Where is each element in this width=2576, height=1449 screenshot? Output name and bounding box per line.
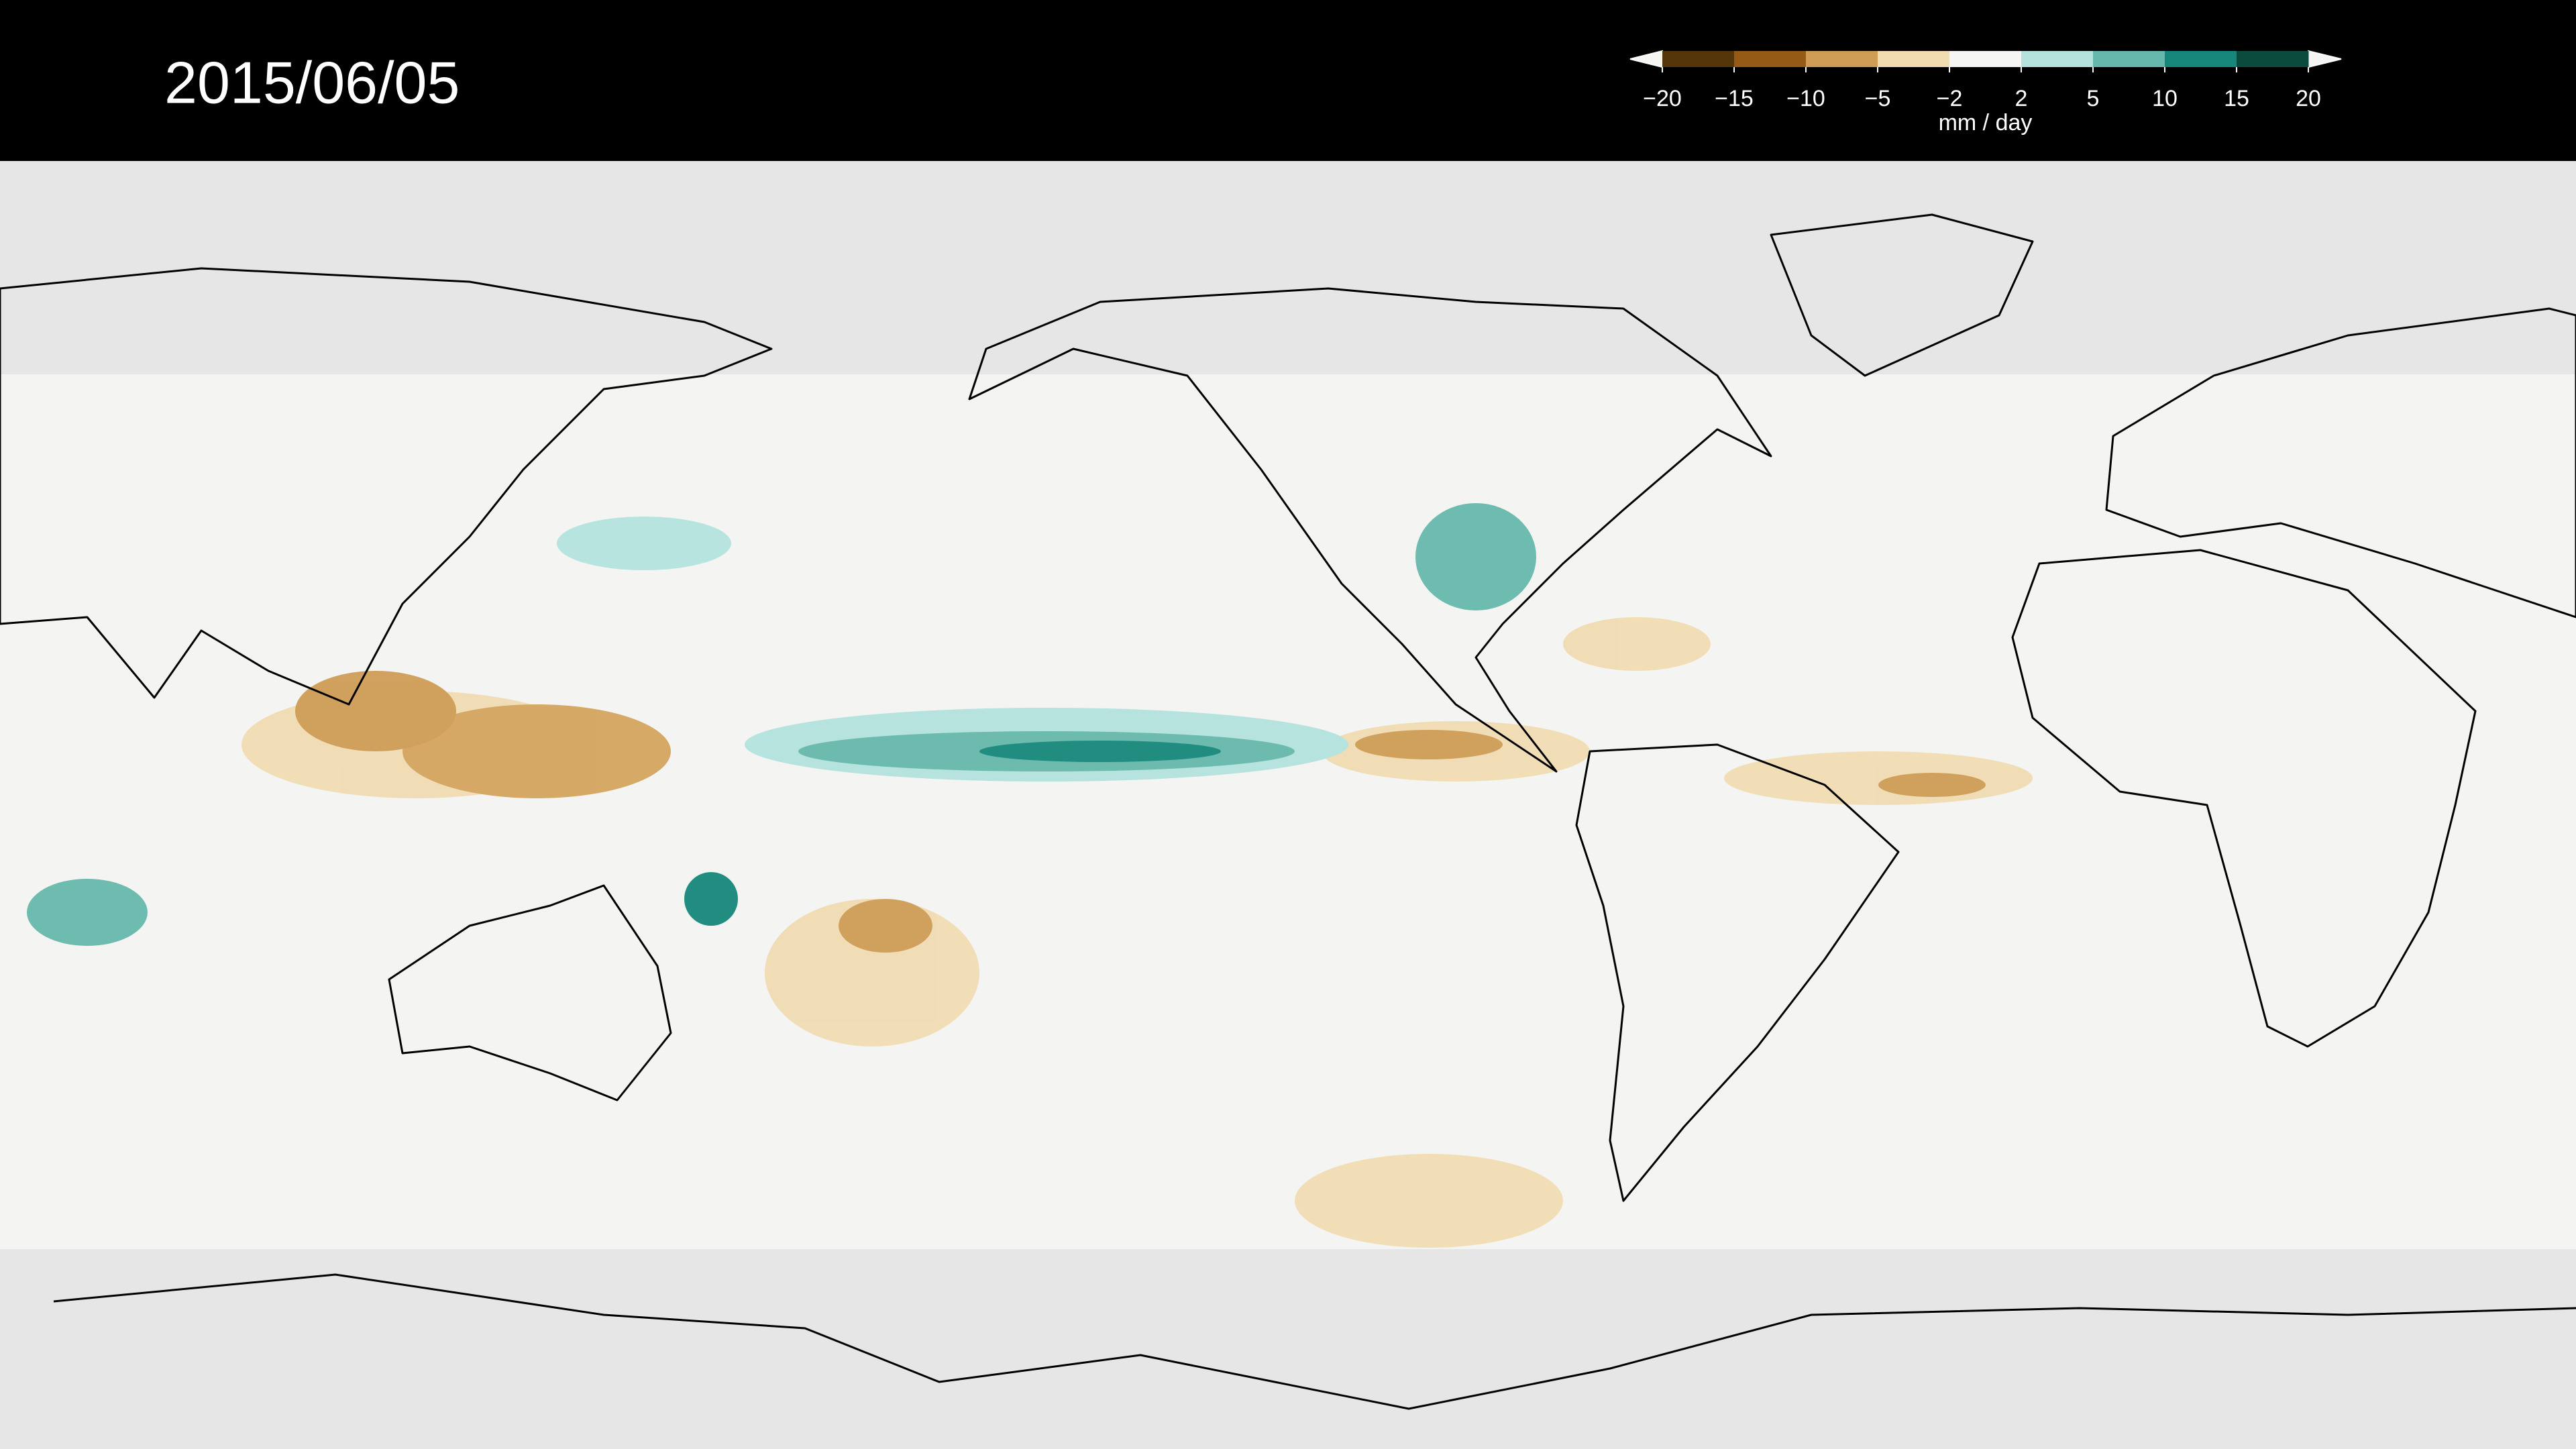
dry-region <box>1563 617 1711 671</box>
anomaly-blobs <box>27 503 2033 1248</box>
colorbar-tick-label: −20 <box>1643 86 1682 111</box>
wet-region <box>27 879 148 946</box>
dry-region <box>1295 1154 1563 1248</box>
coastline <box>2105 307 2576 619</box>
coastlines <box>0 213 2576 1410</box>
colorbar-tick-label: −10 <box>1786 86 1825 111</box>
map <box>0 161 2576 1449</box>
arctic-mask <box>0 161 2576 374</box>
wet-region <box>979 741 1221 762</box>
map-background <box>0 161 2576 1449</box>
colorbar-tick-label: 20 <box>2296 86 2321 111</box>
colorbar-tick-label: 5 <box>2087 86 2100 111</box>
coastline <box>53 1273 2576 1410</box>
colorbar-tick-label: −5 <box>1865 86 1891 111</box>
colorbar-bin <box>2165 51 2237 67</box>
coastline <box>1575 743 1900 1202</box>
colorbar-bin <box>1734 51 1807 67</box>
dry-region <box>839 899 932 953</box>
colorbar: −20 −15 −10 −5 −2 2 5 10 15 20 mm / day <box>1629 50 2342 136</box>
colorbar-bin <box>2021 51 2094 67</box>
colorbar-tick-label: −15 <box>1715 86 1754 111</box>
colorbar-bin <box>1878 51 1950 67</box>
dry-region <box>402 704 671 798</box>
dry-region <box>1724 751 2033 805</box>
wet-region <box>684 872 738 926</box>
colorbar-tick-label: 10 <box>2152 86 2178 111</box>
antarctic-mask <box>0 1249 2576 1449</box>
colorbar-bin <box>1949 51 2022 67</box>
coastline <box>968 287 1772 773</box>
colorbar-bin <box>2237 51 2309 67</box>
colorbar-tick-label: 2 <box>2015 86 2028 111</box>
colorbar-bin <box>1806 51 1878 67</box>
dry-region <box>1355 730 1503 759</box>
colorbar-bin <box>2093 51 2165 67</box>
colorbar-tick-label: 15 <box>2224 86 2249 111</box>
colorbar-bin <box>1662 51 1735 67</box>
coastline <box>1770 213 2034 377</box>
colorbar-tick-label: −2 <box>1937 86 1963 111</box>
wet-region <box>557 517 731 570</box>
dry-region <box>1878 773 1986 797</box>
coastline <box>0 267 773 706</box>
date-label: 2015/06/05 <box>164 49 460 115</box>
colorbar-unit: mm / day <box>1939 110 2033 136</box>
wet-region <box>1415 503 1536 610</box>
header-bar <box>0 0 2576 161</box>
dry-region <box>295 671 456 751</box>
coastline <box>2011 549 2477 1048</box>
coastline <box>388 884 672 1102</box>
